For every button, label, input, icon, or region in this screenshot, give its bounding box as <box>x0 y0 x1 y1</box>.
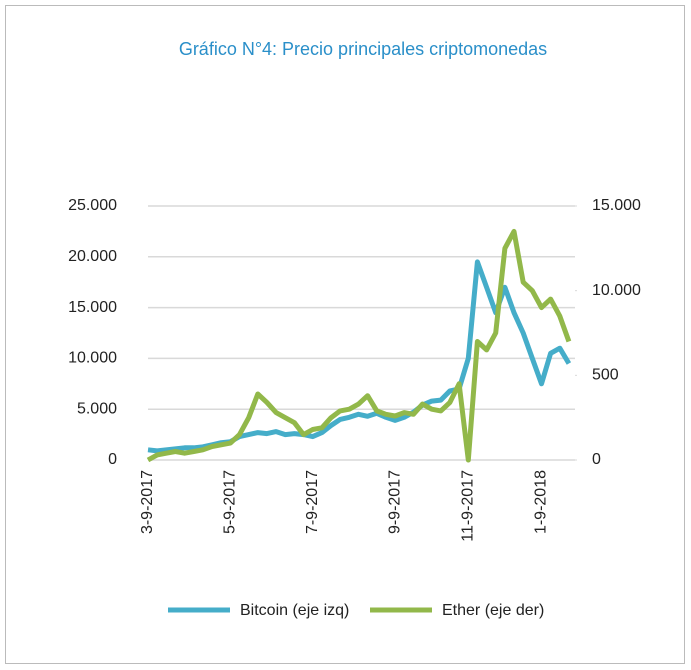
x-tick-label: 7-9-2017 <box>304 470 321 534</box>
frame <box>5 5 685 664</box>
y2-tick-label: 10.000 <box>592 282 641 299</box>
y-tick-label: 5.000 <box>77 400 117 417</box>
y-tick-label: 25.000 <box>68 197 117 214</box>
chart-title: Gráfico N°4: Precio principales criptomo… <box>179 39 547 59</box>
y-tick-label: 15.000 <box>68 299 117 316</box>
series-line <box>146 228 572 463</box>
y2-tick-label: 0 <box>592 451 601 468</box>
x-tick-label: 11-9-2017 <box>459 470 476 542</box>
y2-tick-label: 15.000 <box>592 197 641 214</box>
y-tick-label: 0 <box>108 451 117 468</box>
y-tick-label: 20.000 <box>68 248 117 265</box>
x-tick-label: 9-9-2017 <box>386 470 403 534</box>
y-tick-label: 10.000 <box>68 350 117 367</box>
x-tick-label: 3-9-2017 <box>139 470 156 534</box>
y2-tick-label: 500 <box>592 367 619 384</box>
legend-label: Bitcoin (eje izq) <box>240 602 349 619</box>
legend-label: Ether (eje der) <box>442 602 544 619</box>
x-tick-label: 5-9-2017 <box>222 470 239 534</box>
x-tick-label: 1-9-2018 <box>533 470 550 534</box>
